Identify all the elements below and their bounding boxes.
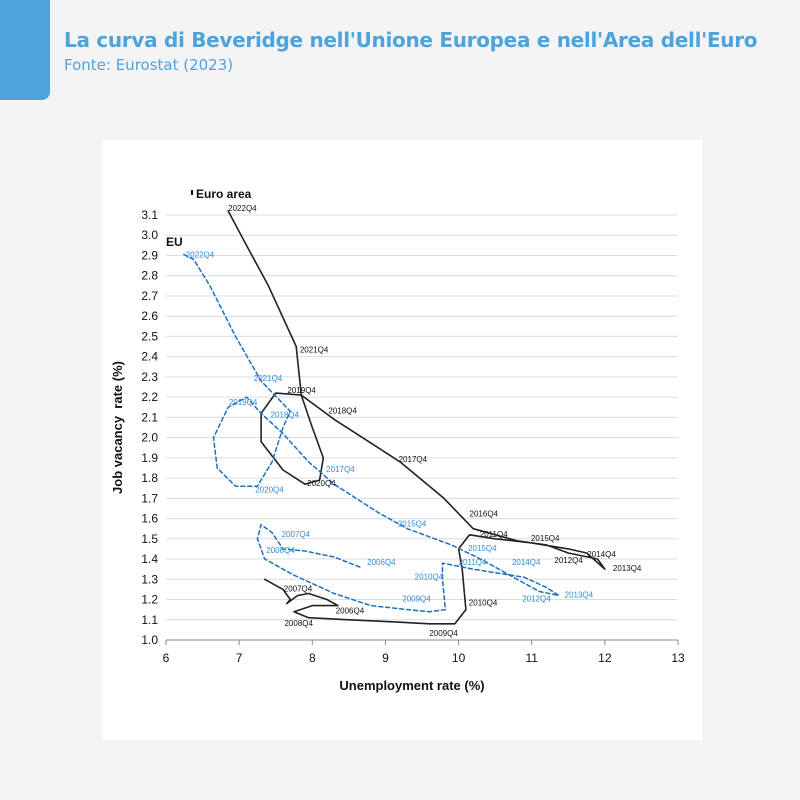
euro-area-point-label: 2006Q4 [336, 607, 365, 616]
euro-area-line [227, 210, 606, 625]
eu-point-label: 2009Q4 [402, 595, 431, 604]
x-axis-title: Unemployment rate (%) [339, 678, 484, 693]
y-axis-title: Job vacancy rate (%) [110, 361, 125, 494]
grid-layer [166, 214, 678, 621]
y-tick-label: 2.4 [141, 350, 158, 364]
eu-point-label: 2012Q4 [522, 595, 551, 604]
euro-area-point-label: 2008Q4 [284, 619, 313, 628]
x-tick-label: 9 [382, 651, 389, 665]
euro-area-point-label: 2012Q4 [554, 556, 583, 565]
eu-legend-label: EU [166, 235, 183, 249]
y-tick-label: 1.1 [141, 613, 158, 627]
eu-point-label: 2011Q4 [459, 558, 487, 567]
euro-area-point-label: 2017Q4 [399, 455, 428, 464]
eu-point-label: 2010Q4 [415, 572, 444, 581]
euro-area-point-label: 2019Q4 [287, 386, 316, 395]
y-tick-label: 2.3 [141, 370, 158, 384]
euro-area-point-label: 2014Q4 [587, 550, 616, 559]
euro-area-point-label: 2020Q4 [307, 479, 336, 488]
euro-area-point-label: 2022Q4 [228, 204, 257, 213]
eu-point-label: 2019Q4 [229, 398, 258, 407]
page-subtitle: Fonte: Eurostat (2023) [64, 56, 234, 74]
y-tick-label: 1.5 [141, 532, 158, 546]
euro-area-point-label: 2021Q4 [300, 346, 329, 355]
eu-point-label: 2013Q4 [565, 591, 594, 600]
axis-layer: 1.0 1.1 1.2 1.3 1.4 1.5 1.6 1.7 1.8 1.9 2.0 2.1 2.2 2… [110, 208, 685, 693]
eu-point-label: 2015Q4 [398, 520, 427, 529]
eu-point-label: 2015Q4 [468, 544, 497, 553]
y-tick-label: 2.1 [141, 410, 158, 424]
beveridge-curve-chart: 1.0 1.1 1.2 1.3 1.4 1.5 1.6 1.7 1.8 1.9 2.0 2.1 2.2 2… [110, 187, 685, 693]
y-tick-label: 3.0 [141, 228, 158, 242]
x-tick-label: 13 [671, 651, 685, 665]
euro-area-point-label: 2013Q4 [613, 564, 642, 573]
eu-point-label: 2020Q4 [255, 485, 284, 494]
y-tick-label: 1.6 [141, 512, 158, 526]
x-tick-label: 12 [598, 651, 612, 665]
y-tick-label: 3.1 [141, 208, 158, 222]
eu-point-label: 2017Q4 [326, 465, 355, 474]
y-tick-label: 1.3 [141, 572, 158, 586]
legend-layer: Euro area EU [166, 187, 252, 249]
x-tick-label: 7 [236, 651, 243, 665]
eu-line [181, 252, 560, 613]
chart-card: 1.0 1.1 1.2 1.3 1.4 1.5 1.6 1.7 1.8 1.9 2.0 2.1 2.2 2… [102, 140, 702, 740]
y-tick-label: 2.2 [141, 390, 158, 404]
y-tick-label: 2.8 [141, 269, 158, 283]
y-tick-label: 1.0 [141, 633, 158, 647]
page-title: La curva di Beveridge nell'Unione Europe… [64, 28, 758, 52]
y-tick-label: 1.8 [141, 471, 158, 485]
y-tick-label: 1.9 [141, 451, 158, 465]
page-header: La curva di Beveridge nell'Unione Europe… [64, 28, 758, 74]
eu-point-label: 2008Q4 [266, 546, 295, 555]
series-layer [181, 210, 606, 625]
y-tick-label: 2.5 [141, 329, 158, 343]
x-tick-label: 6 [163, 651, 170, 665]
y-tick-label: 1.2 [141, 593, 158, 607]
eu-point-label: 2018Q4 [271, 410, 300, 419]
y-tick-label: 1.7 [141, 491, 158, 505]
x-tick-label: 8 [309, 651, 316, 665]
euro-area-point-label: 2010Q4 [469, 599, 498, 608]
y-tick-label: 2.0 [141, 431, 158, 445]
euro-area-point-label: 2011Q4 [480, 530, 508, 539]
euro-area-point-label: 2018Q4 [328, 406, 357, 415]
y-tick-label: 1.4 [141, 552, 158, 566]
euro-area-legend-marker [191, 190, 193, 195]
euro-area-point-label: 2007Q4 [284, 584, 313, 593]
x-tick-label: 11 [525, 651, 538, 665]
y-tick-label: 2.6 [141, 309, 158, 323]
y-tick-label: 2.7 [141, 289, 158, 303]
euro-area-point-label: 2015Q4 [531, 534, 560, 543]
eu-point-label: 2007Q4 [282, 530, 311, 539]
eu-point-label: 2022Q4 [186, 251, 215, 260]
euro-area-legend-label: Euro area [196, 187, 252, 201]
x-tick-label: 10 [452, 651, 466, 665]
euro-area-point-label: 2009Q4 [429, 629, 458, 638]
y-tick-label: 2.9 [141, 248, 158, 262]
eu-point-label: 2021Q4 [254, 374, 283, 383]
euro-area-point-label: 2016Q4 [470, 510, 499, 519]
eu-point-label: 2006Q4 [367, 558, 396, 567]
label-layer: 2022Q4 2021Q4 2019Q4 2018Q4 2017Q4 2020Q4 2016… [186, 204, 642, 638]
eu-point-label: 2014Q4 [512, 558, 541, 567]
accent-tab [0, 0, 50, 100]
